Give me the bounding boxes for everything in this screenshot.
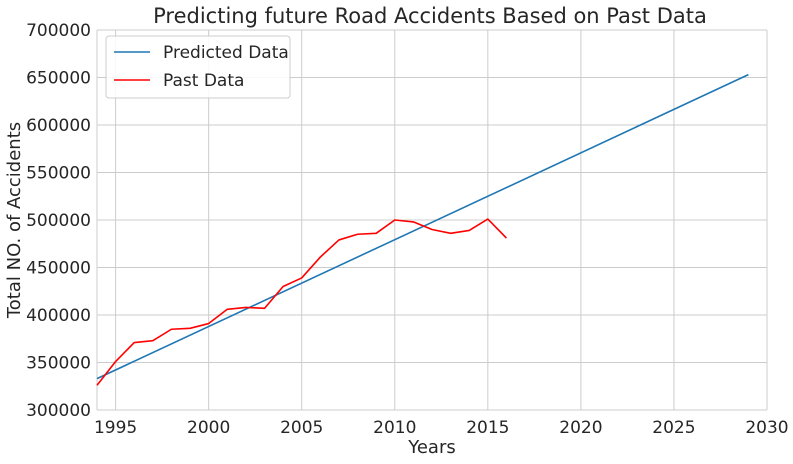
y-tick-label: 400000: [26, 306, 91, 326]
y-tick-label: 450000: [26, 259, 91, 279]
legend-label-past: Past Data: [163, 71, 244, 91]
x-tick-label: 2005: [280, 418, 323, 438]
x-tick-label: 2030: [745, 418, 788, 438]
x-tick-label: 2025: [652, 418, 695, 438]
y-tick-label: 350000: [26, 354, 91, 374]
x-tick-label: 1995: [94, 418, 137, 438]
x-tick-label: 2010: [373, 418, 416, 438]
x-tick-label: 2000: [187, 418, 230, 438]
series-line-past: [96, 218, 508, 386]
series-line-predicted: [96, 73, 749, 380]
y-axis-label: Total NO. of Accidents: [4, 122, 25, 319]
x-tick-label: 2015: [466, 418, 509, 438]
y-tick-label: 500000: [26, 211, 91, 231]
series-layer: [96, 73, 749, 386]
legend-label-predicted: Predicted Data: [163, 43, 289, 63]
y-tick-label: 650000: [26, 69, 91, 89]
legend: Predicted Data Past Data: [105, 35, 291, 99]
y-tick-label: 700000: [26, 21, 91, 41]
y-tick-label: 550000: [26, 164, 91, 184]
y-tick-label: 600000: [26, 116, 91, 136]
y-tick-label: 300000: [26, 401, 91, 421]
tick-labels: 1995 2000 2005 2010 2015 2020 2025 2030 300000 35…: [26, 21, 789, 438]
legend-box: [105, 35, 291, 99]
x-axis-label: Years: [407, 437, 456, 458]
x-tick-label: 2020: [559, 418, 602, 438]
chart-title: Predicting future Road Accidents Based o…: [153, 4, 707, 28]
